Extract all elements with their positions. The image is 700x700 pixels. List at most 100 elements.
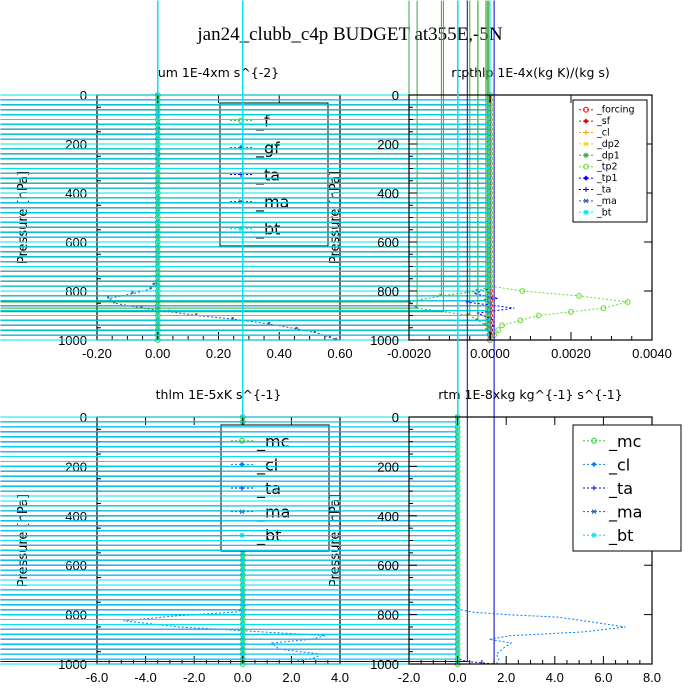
x-tick-label: -6.0: [86, 670, 108, 685]
data-point: [152, 282, 156, 286]
data-point: [0, 0, 491, 101]
series-bt: [0, 0, 459, 665]
panel-title: um 1E-4xm s^{-2}: [158, 65, 279, 80]
legend-marker: [239, 437, 245, 444]
x-tick-label: 4.0: [546, 670, 564, 685]
legend-entry: _bt: [256, 526, 281, 546]
panel-title: rtm 1E-8xkg kg^{-1} s^{-1}: [438, 387, 622, 402]
legend-entry: _sf: [596, 116, 611, 127]
data-point: [0, 0, 159, 125]
data-point: [0, 0, 491, 111]
x-tick-label: 0.0000: [470, 346, 510, 361]
x-tick-label: 6.0: [594, 670, 612, 685]
x-tick-label: 0.0020: [551, 346, 591, 361]
legend-entry: _bt: [596, 207, 612, 218]
figure-title: jan24_clubb_c4p BUDGET at355E,-5N: [196, 24, 502, 45]
data-point: [0, 0, 159, 140]
x-tick-label: 8.0: [643, 670, 661, 685]
data-point: [0, 0, 244, 576]
series-line: [123, 417, 326, 665]
data-point: [131, 291, 134, 294]
series-line: [457, 417, 495, 665]
data-point: [0, 0, 491, 116]
data-point: [0, 0, 244, 541]
legend-marker: [583, 130, 589, 135]
data-point: [0, 0, 244, 635]
panels: um 1E-4xm s^{-2}Pressure [hPa]-0.20 0.00 0…: [0, 0, 682, 685]
data-point: [149, 286, 153, 289]
x-tick-label: 4.0: [331, 670, 349, 685]
data-point: [0, 0, 491, 96]
data-point: [0, 0, 159, 155]
data-point: [0, 0, 159, 96]
x-tick-label: 0.00: [145, 346, 170, 361]
legend-marker: [583, 209, 589, 215]
data-point: [0, 0, 159, 140]
data-point: [0, 0, 159, 316]
x-tick-label: 0.0: [234, 670, 252, 685]
data-point: [0, 0, 491, 101]
panel-2: rtpthlp 1E-4x(kg K)/(kg s)Pressure [hPa]…: [0, 0, 672, 361]
data-point: [231, 316, 235, 320]
legend-entry: _cl: [608, 455, 630, 475]
legend-entry: _cl: [596, 128, 610, 139]
legend-marker: [583, 152, 589, 158]
series-line: [454, 417, 626, 665]
data-point: [576, 293, 582, 299]
y-tick-label: 200: [377, 459, 399, 474]
data-point: [499, 322, 506, 329]
data-point: [495, 327, 502, 334]
data-point: [0, 0, 491, 96]
data-point: [295, 326, 298, 330]
data-point: [0, 0, 244, 620]
data-point: [0, 0, 244, 645]
panel-title: thlm 1E-5xK s^{-1}: [156, 387, 282, 402]
data-point: [106, 296, 110, 299]
data-point: [519, 288, 526, 294]
data-point: [0, 0, 244, 537]
data-point: [0, 0, 244, 551]
legend-marker: [583, 118, 589, 124]
data-point: [0, 0, 159, 145]
legend-entry: _dp2: [596, 139, 620, 150]
data-point: [0, 0, 444, 313]
legend-marker: [583, 106, 589, 113]
data-point: [0, 0, 244, 541]
data-point: [0, 0, 159, 160]
data-point: [0, 0, 244, 551]
legend-entry: _f: [255, 112, 270, 132]
data-point: [0, 0, 244, 546]
data-point: [0, 0, 244, 581]
x-tick-label: -0.0020: [387, 346, 431, 361]
data-point: [0, 0, 244, 537]
data-point: [0, 0, 244, 616]
y-tick-label: 0: [392, 88, 399, 103]
data-point: [0, 0, 244, 571]
data-point: [0, 0, 468, 662]
legend-marker: [591, 437, 597, 444]
data-point: [0, 0, 244, 601]
data-point: [0, 0, 244, 586]
data-point: [0, 0, 491, 106]
x-tick-label: 2.0: [497, 670, 515, 685]
data-point: [313, 330, 317, 333]
legend-entry: _ma: [608, 503, 642, 523]
y-tick-label: 400: [377, 509, 399, 524]
data-point: [0, 0, 244, 620]
x-tick-label: -2.0: [398, 670, 420, 685]
data-point: [0, 0, 159, 101]
series-cl: [454, 0, 626, 665]
series-line: [465, 95, 515, 341]
x-tick-label: 0.60: [327, 346, 352, 361]
data-point: [0, 0, 159, 125]
data-point: [0, 0, 459, 655]
legend-entry: _tp1: [596, 173, 618, 184]
data-point: [0, 0, 244, 606]
legend-marker: [239, 509, 245, 514]
data-point: [535, 312, 542, 319]
legend: _forcing_sf_cl_dp2_dp1_tp2_tp1_ta_ma_bt: [572, 99, 648, 223]
x-tick-label: 0.0: [449, 670, 467, 685]
data-point: [0, 0, 159, 155]
panel-4: rtm 1E-8xkg kg^{-1} s^{-1}Pressure [hPa]…: [0, 0, 682, 685]
